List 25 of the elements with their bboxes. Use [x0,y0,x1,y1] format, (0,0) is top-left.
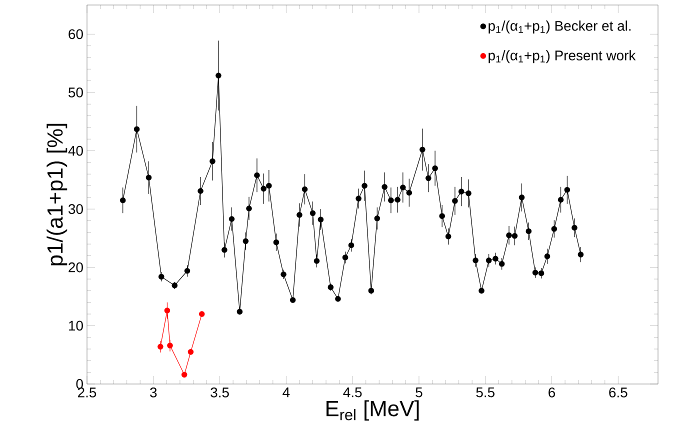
y-axis-title: p1/(a1+p1) [%] [46,124,68,266]
point [188,349,194,355]
y-tick-label: 20 [68,262,83,272]
x-tick-label: 5.5 [476,388,494,398]
point [198,311,205,317]
x-tick-label: 3.5 [210,388,229,398]
x-tick-label: 5 [416,388,422,398]
point [164,308,170,314]
point [167,342,173,348]
x-tick-label: 4 [282,388,290,398]
y-tick-label: 60 [68,29,83,40]
y-tick-label: 30 [68,204,83,214]
x-tick-label: 2.5 [78,388,96,398]
point [181,372,188,378]
legend-label: p$_{1}$/(α$_{1}$+p$_{1}$) Present work [488,50,636,64]
x-tick-label: 6.5 [609,388,628,398]
y-tick-label: 40 [68,146,83,156]
x-tick-label: 6 [548,388,556,398]
y-tick-label: 50 [68,88,83,98]
legend-label: p$_{1}$/(α$_{1}$+p$_{1}$) Becker et al. [488,20,631,34]
x-tick-label: 3 [150,388,157,398]
x-axis-title: E$_{rel}$ [MeV] [326,400,419,421]
y-tick-label: 10 [69,320,83,331]
point [158,344,164,350]
x-tick-label: 4.5 [343,388,362,398]
